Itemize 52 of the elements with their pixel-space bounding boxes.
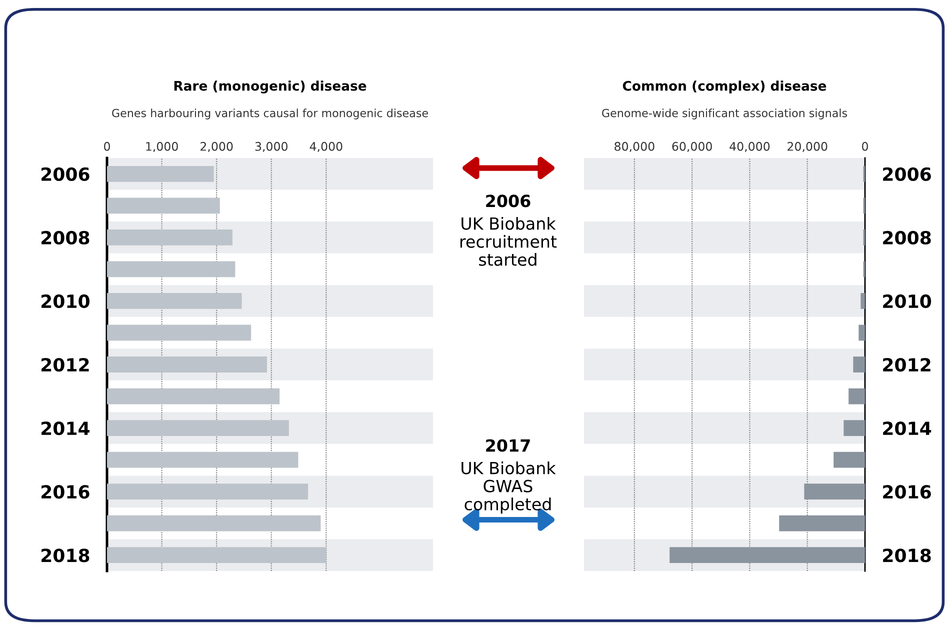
bar <box>107 229 232 246</box>
y-tick-label: 2008 <box>42 230 90 245</box>
x-tick-label: 2,000 <box>200 142 233 152</box>
bar <box>107 547 326 564</box>
bar <box>107 356 267 372</box>
y-tick-label: 2010 <box>42 294 90 308</box>
x-tick-label: 0 <box>104 142 110 151</box>
x-tick-label: 40,000 <box>730 142 770 152</box>
chart-title: Common (complex) disease <box>622 80 826 94</box>
bar <box>107 452 298 468</box>
y-tick-label: 2008 <box>883 230 931 245</box>
bar <box>834 452 865 468</box>
y-tick-label: 2010 <box>883 294 932 308</box>
bar <box>779 515 865 532</box>
bar <box>853 356 865 372</box>
bar <box>804 484 865 500</box>
chart-title: Rare (monogenic) disease <box>174 80 366 94</box>
bar <box>107 293 242 309</box>
y-tick-label: 2012 <box>42 358 89 372</box>
chart-subtitle: Genes harbouring variants causal for monogenic disease <box>112 108 428 120</box>
bar <box>670 547 865 564</box>
x-tick-label: 1,000 <box>146 142 178 152</box>
bar <box>858 324 865 341</box>
bar <box>844 420 865 436</box>
bar <box>107 198 220 214</box>
x-tick-label: 4,000 <box>310 142 342 152</box>
y-tick-label: 2006 <box>883 167 931 181</box>
bar <box>107 484 308 500</box>
bar <box>860 293 865 309</box>
text: 2006 UK Biobank recruitment started <box>460 194 557 266</box>
x-tick-label: 20,000 <box>788 142 828 152</box>
y-tick-label: 2014 <box>883 422 932 436</box>
bar <box>107 515 321 532</box>
y-tick-label: 2016 <box>883 485 931 499</box>
x-tick-label: 0 <box>862 142 868 151</box>
bar <box>107 261 236 278</box>
bar <box>107 324 252 341</box>
bar <box>107 388 280 404</box>
y-tick-label: 2018 <box>883 548 931 562</box>
y-tick-label: 2018 <box>42 548 90 562</box>
x-tick-label: 80,000 <box>614 142 654 152</box>
bar <box>107 166 214 182</box>
bar <box>107 420 289 436</box>
y-tick-label: 2012 <box>883 358 930 372</box>
y-tick-label: 2006 <box>42 167 90 181</box>
y-tick-label: 2016 <box>42 485 90 499</box>
x-tick-label: 3,000 <box>255 142 288 152</box>
text: 2017 UK Biobank GWAS completed <box>462 439 556 514</box>
y-tick-label: 2014 <box>42 422 90 436</box>
x-tick-label: 60,000 <box>672 142 712 152</box>
bar <box>848 388 865 404</box>
chart-subtitle: Genome-wide significant association signals <box>602 108 848 120</box>
